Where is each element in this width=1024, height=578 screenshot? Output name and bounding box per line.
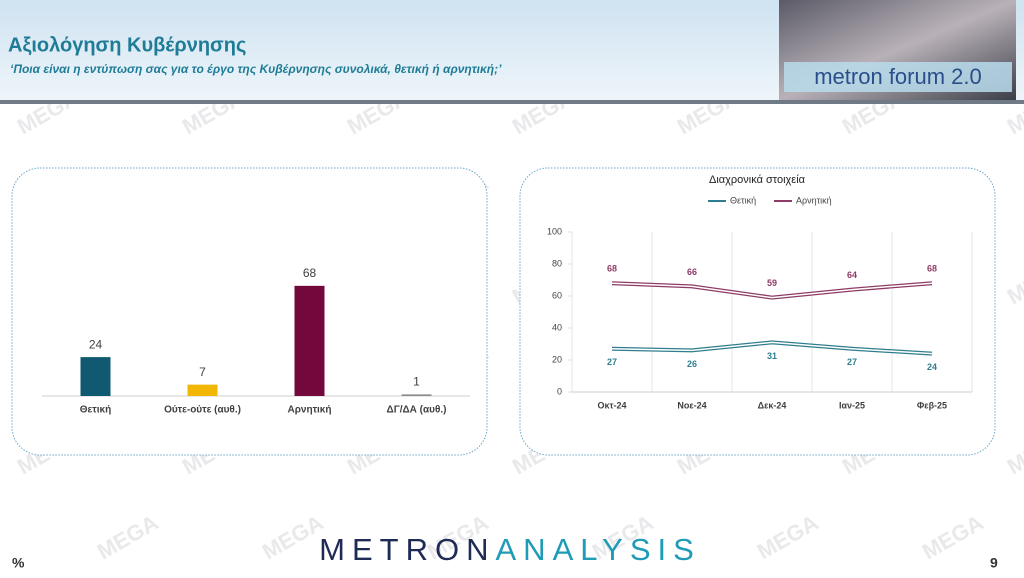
y-tick-label: 0 [557, 386, 562, 396]
bar [187, 384, 218, 396]
x-tick-label: Νοε-24 [677, 400, 706, 410]
brand-first: METRON [319, 532, 495, 567]
bar [401, 394, 432, 396]
logo-text: metron forum 2.0 [814, 64, 982, 89]
x-tick-label: ΔΓ/ΔΑ (αυθ.) [387, 405, 447, 416]
data-label: 64 [847, 270, 857, 280]
data-label: 68 [303, 266, 317, 280]
data-label: 27 [847, 357, 857, 367]
data-label: 7 [199, 365, 206, 379]
bar [294, 285, 325, 396]
x-tick-label: Αρνητική [287, 405, 331, 416]
watermark: MEGA [1003, 425, 1024, 480]
x-tick-label: Θετική [80, 405, 111, 416]
y-tick-label: 100 [547, 226, 562, 236]
data-label: 31 [767, 351, 777, 361]
watermark: MEGA [918, 510, 988, 565]
data-label: 68 [927, 264, 937, 274]
series-line [611, 282, 933, 299]
legend-label: Αρνητική [796, 195, 832, 205]
data-label: 24 [927, 362, 937, 372]
line-panel [519, 167, 996, 456]
header-rule [0, 100, 1024, 104]
unit-label: % [12, 555, 25, 571]
brand-second: ANALYSIS [496, 532, 701, 567]
x-tick-label: Δεκ-24 [758, 400, 787, 410]
legend-label: Θετική [730, 195, 756, 205]
data-label: 26 [687, 359, 697, 369]
page-number: 9 [990, 555, 998, 571]
y-tick-label: 80 [552, 258, 562, 268]
x-tick-label: Ιαν-25 [839, 400, 865, 410]
data-label: 24 [89, 337, 103, 351]
x-tick-label: Ούτε-ούτε (αυθ.) [164, 405, 241, 416]
watermark: MEGA [1003, 255, 1024, 310]
data-label: 59 [767, 278, 777, 288]
x-tick-label: Φεβ-25 [917, 400, 947, 410]
data-label: 1 [413, 375, 420, 389]
logo-band [784, 62, 1012, 92]
y-tick-label: 20 [552, 354, 562, 364]
chart-title: Διαχρονικά στοιχεία [709, 174, 806, 186]
watermark: MEGA [258, 510, 328, 565]
y-tick-label: 40 [552, 322, 562, 332]
brand-logo: METRONANALYSIS [319, 532, 701, 567]
page-subtitle: ‘Ποια είναι η εντύπωση σας για το έργο τ… [10, 62, 502, 76]
watermark: MEGA [93, 510, 163, 565]
series-line [611, 341, 933, 355]
data-label: 27 [607, 357, 617, 367]
watermark: MEGA [753, 510, 823, 565]
data-label: 66 [687, 267, 697, 277]
bar-panel [11, 167, 488, 456]
data-label: 68 [607, 264, 617, 274]
page-title: Αξιολόγηση Κυβέρνησης [8, 34, 246, 56]
x-tick-label: Οκτ-24 [597, 400, 626, 410]
bar [80, 357, 111, 396]
y-tick-label: 60 [552, 290, 562, 300]
